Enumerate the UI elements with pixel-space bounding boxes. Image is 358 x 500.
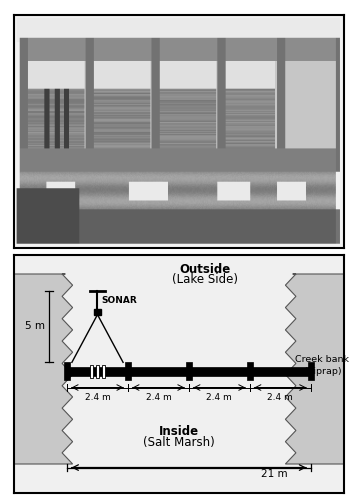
Text: 2.4 m: 2.4 m	[146, 393, 171, 402]
Bar	[64, 362, 70, 380]
Bar	[94, 310, 101, 314]
Text: (Salt Marsh): (Salt Marsh)	[143, 436, 215, 449]
Text: Creek bank: Creek bank	[295, 355, 349, 364]
Text: Inside: Inside	[159, 426, 199, 438]
Bar	[308, 362, 314, 380]
Text: (Riprap): (Riprap)	[303, 367, 342, 376]
Text: SONAR: SONAR	[101, 296, 137, 305]
Text: 2.4 m: 2.4 m	[267, 393, 293, 402]
Text: 2.4 m: 2.4 m	[84, 393, 110, 402]
Bar	[125, 362, 131, 380]
Text: (Lake Side): (Lake Side)	[172, 274, 238, 286]
Bar	[96, 364, 99, 378]
Text: 2.4 m: 2.4 m	[207, 393, 232, 402]
Text: Outside: Outside	[180, 263, 231, 276]
Polygon shape	[285, 274, 344, 464]
Text: 21 m: 21 m	[261, 470, 288, 480]
Bar	[186, 362, 192, 380]
Bar	[90, 364, 93, 378]
Bar	[102, 364, 105, 378]
Bar	[67, 367, 311, 376]
Polygon shape	[14, 274, 73, 464]
Bar	[247, 362, 253, 380]
Text: 5 m: 5 m	[25, 322, 45, 332]
